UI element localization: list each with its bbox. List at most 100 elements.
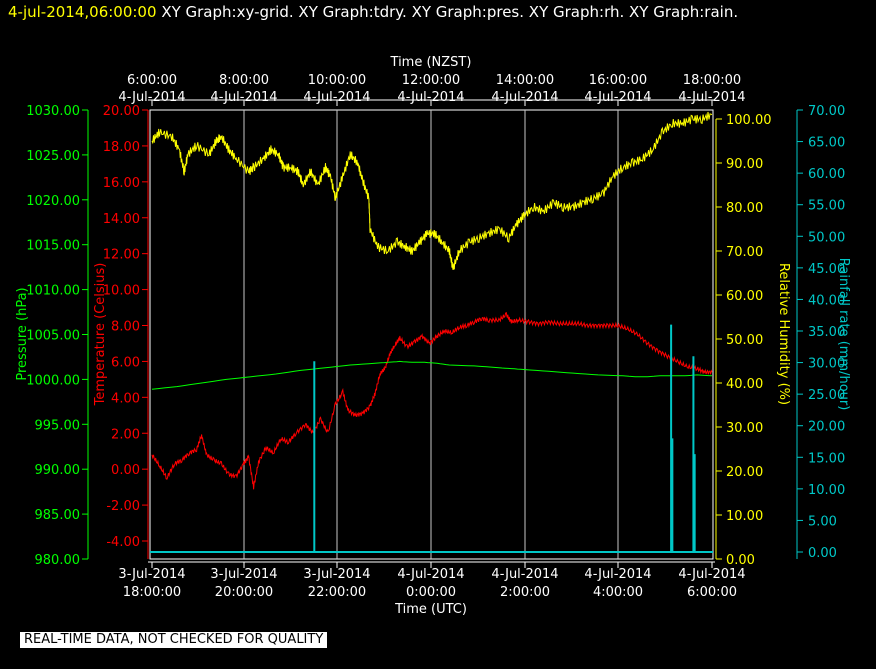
pressure-tick-label: 980.00 xyxy=(35,553,81,568)
rainfall-tick-label: 0.00 xyxy=(808,546,837,561)
axes: 6:00:00 4-Jul-2014 8:00:00 4-Jul-2014 10:00:… xyxy=(26,73,845,600)
rainfall-tick-label: 55.00 xyxy=(808,199,845,214)
humidity-tick-label: 90.00 xyxy=(726,157,763,172)
x-bottom-tick-date: 4-Jul-2014 xyxy=(491,567,558,582)
x-bottom-tick-date: 3-Jul-2014 xyxy=(303,567,370,582)
x-top-tick-label: 8:00:00 xyxy=(219,73,269,88)
timestamp-label: 4-jul-2014,06:00:00 xyxy=(8,3,157,21)
data-quality-notice: REAL-TIME DATA, NOT CHECKED FOR QUALITY xyxy=(20,632,328,648)
x-bottom-tick-label: 18:00:00 xyxy=(123,585,181,600)
rainfall-tick-label: 10.00 xyxy=(808,483,845,498)
x-bottom-tick-label: 2:00:00 xyxy=(500,585,550,600)
x-top-tick-date: 4-Jul-2014 xyxy=(678,90,745,105)
x-top-tick-label: 10:00:00 xyxy=(308,73,366,88)
data-series xyxy=(150,111,713,553)
x-top-tick-date: 4-Jul-2014 xyxy=(584,90,651,105)
temperature-tick-label: 0.00 xyxy=(111,463,140,478)
rainfall-axis-title: Rainfall rate (mm/hour) xyxy=(836,258,851,411)
x-top-axis-title: Time (NZST) xyxy=(390,55,472,70)
rainfall-tick-label: 60.00 xyxy=(808,167,845,182)
x-bottom-tick-label: 0:00:00 xyxy=(406,585,456,600)
x-bottom-tick-date: 4-Jul-2014 xyxy=(584,567,651,582)
temperature-tick-label: 14.00 xyxy=(103,212,140,227)
x-bottom-tick-label: 4:00:00 xyxy=(593,585,643,600)
x-bottom-tick-label: 20:00:00 xyxy=(215,585,273,600)
temperature-axis-title: Temperature (Celsius) xyxy=(93,263,108,407)
temperature-tick-label: 18.00 xyxy=(103,140,140,155)
x-top-tick-date: 4-Jul-2014 xyxy=(303,90,370,105)
temperature-tick-label: 4.00 xyxy=(111,391,140,406)
pressure-tick-label: 985.00 xyxy=(35,508,81,523)
pressure-tick-label: 1020.00 xyxy=(26,194,80,209)
pressure-tick-label: 1010.00 xyxy=(26,284,80,299)
x-top-tick-label: 14:00:00 xyxy=(496,73,554,88)
temperature-tick-label: 6.00 xyxy=(111,355,140,370)
humidity-tick-label: 10.00 xyxy=(726,509,763,524)
temperature-tick-label: -4.00 xyxy=(106,535,140,550)
humidity-tick-label: 60.00 xyxy=(726,289,763,304)
humidity-tick-label: 40.00 xyxy=(726,377,763,392)
x-top-tick-date: 4-Jul-2014 xyxy=(397,90,464,105)
graph-name-rh: XY Graph:rh. xyxy=(528,3,625,21)
x-top-tick-label: 12:00:00 xyxy=(402,73,460,88)
x-top-tick-date: 4-Jul-2014 xyxy=(210,90,277,105)
rainfall-tick-label: 25.00 xyxy=(808,388,845,403)
humidity-tick-label: 100.00 xyxy=(726,113,772,128)
temperature-tick-label: 12.00 xyxy=(103,248,140,263)
graph-list-label: XY Graph:xy-grid. XY Graph:tdry. XY Grap… xyxy=(161,3,738,21)
temperature-tick-label: 16.00 xyxy=(103,176,140,191)
pressure-tick-label: 1030.00 xyxy=(26,104,80,119)
pressure-tick-label: 1025.00 xyxy=(26,149,80,164)
rainfall-tick-label: 50.00 xyxy=(808,230,845,245)
rainfall-tick-label: 5.00 xyxy=(808,514,837,529)
rainfall-tick-label: 30.00 xyxy=(808,357,845,372)
rainfall-tick-label: 70.00 xyxy=(808,104,845,119)
x-bottom-tick-date: 4-Jul-2014 xyxy=(678,567,745,582)
x-top-tick-label: 6:00:00 xyxy=(127,73,177,88)
graph-name-rain: XY Graph:rain. xyxy=(629,3,739,21)
x-top-tick-date: 4-Jul-2014 xyxy=(491,90,558,105)
graph-name-pres: XY Graph:pres. xyxy=(411,3,525,21)
grid-lines xyxy=(149,109,714,560)
humidity-axis-title: Relative Humidity (%) xyxy=(776,263,791,405)
x-bottom-tick-label: 22:00:00 xyxy=(308,585,366,600)
chart-title-bar: 4-jul-2014,06:00:00 XY Graph:xy-grid. XY… xyxy=(8,3,738,21)
x-bottom-tick-label: 6:00:00 xyxy=(687,585,737,600)
pressure-tick-label: 1005.00 xyxy=(26,329,80,344)
x-bottom-tick-date: 3-Jul-2014 xyxy=(210,567,277,582)
temperature-tick-label: 10.00 xyxy=(103,284,140,299)
humidity-tick-label: 0.00 xyxy=(726,553,755,568)
pressure-tick-label: 1015.00 xyxy=(26,239,80,254)
rainfall-tick-label: 45.00 xyxy=(808,262,845,277)
temperature-tick-label: 20.00 xyxy=(103,104,140,119)
x-top-tick-date: 4-Jul-2014 xyxy=(118,90,185,105)
rainfall-tick-label: 20.00 xyxy=(808,420,845,435)
pressure-tick-label: 1000.00 xyxy=(26,373,80,388)
temperature-series-line xyxy=(151,311,713,490)
x-top-tick-label: 18:00:00 xyxy=(683,73,741,88)
rainfall-tick-label: 65.00 xyxy=(808,136,845,151)
x-bottom-tick-date: 3-Jul-2014 xyxy=(118,567,185,582)
graph-name-tdry: XY Graph:tdry. xyxy=(298,3,407,21)
temperature-tick-label: 8.00 xyxy=(111,320,140,335)
rainfall-tick-label: 35.00 xyxy=(808,325,845,340)
x-top-tick-label: 16:00:00 xyxy=(589,73,647,88)
x-bottom-tick-date: 4-Jul-2014 xyxy=(397,567,464,582)
pressure-series-line xyxy=(151,360,713,390)
temperature-tick-label: 2.00 xyxy=(111,427,140,442)
humidity-tick-label: 20.00 xyxy=(726,465,763,480)
humidity-tick-label: 80.00 xyxy=(726,201,763,216)
pressure-tick-label: 995.00 xyxy=(35,418,81,433)
temperature-tick-label: -2.00 xyxy=(106,499,140,514)
humidity-series-line xyxy=(151,111,713,270)
x-bottom-axis-title: Time (UTC) xyxy=(394,602,467,617)
humidity-tick-label: 30.00 xyxy=(726,421,763,436)
pressure-tick-label: 990.00 xyxy=(35,463,81,478)
rainfall-tick-label: 40.00 xyxy=(808,293,845,308)
graph-name-xy-grid: XY Graph:xy-grid. xyxy=(161,3,294,21)
humidity-tick-label: 50.00 xyxy=(726,333,763,348)
humidity-tick-label: 70.00 xyxy=(726,245,763,260)
pressure-axis-title: Pressure (hPa) xyxy=(15,287,30,380)
rainfall-tick-label: 15.00 xyxy=(808,451,845,466)
